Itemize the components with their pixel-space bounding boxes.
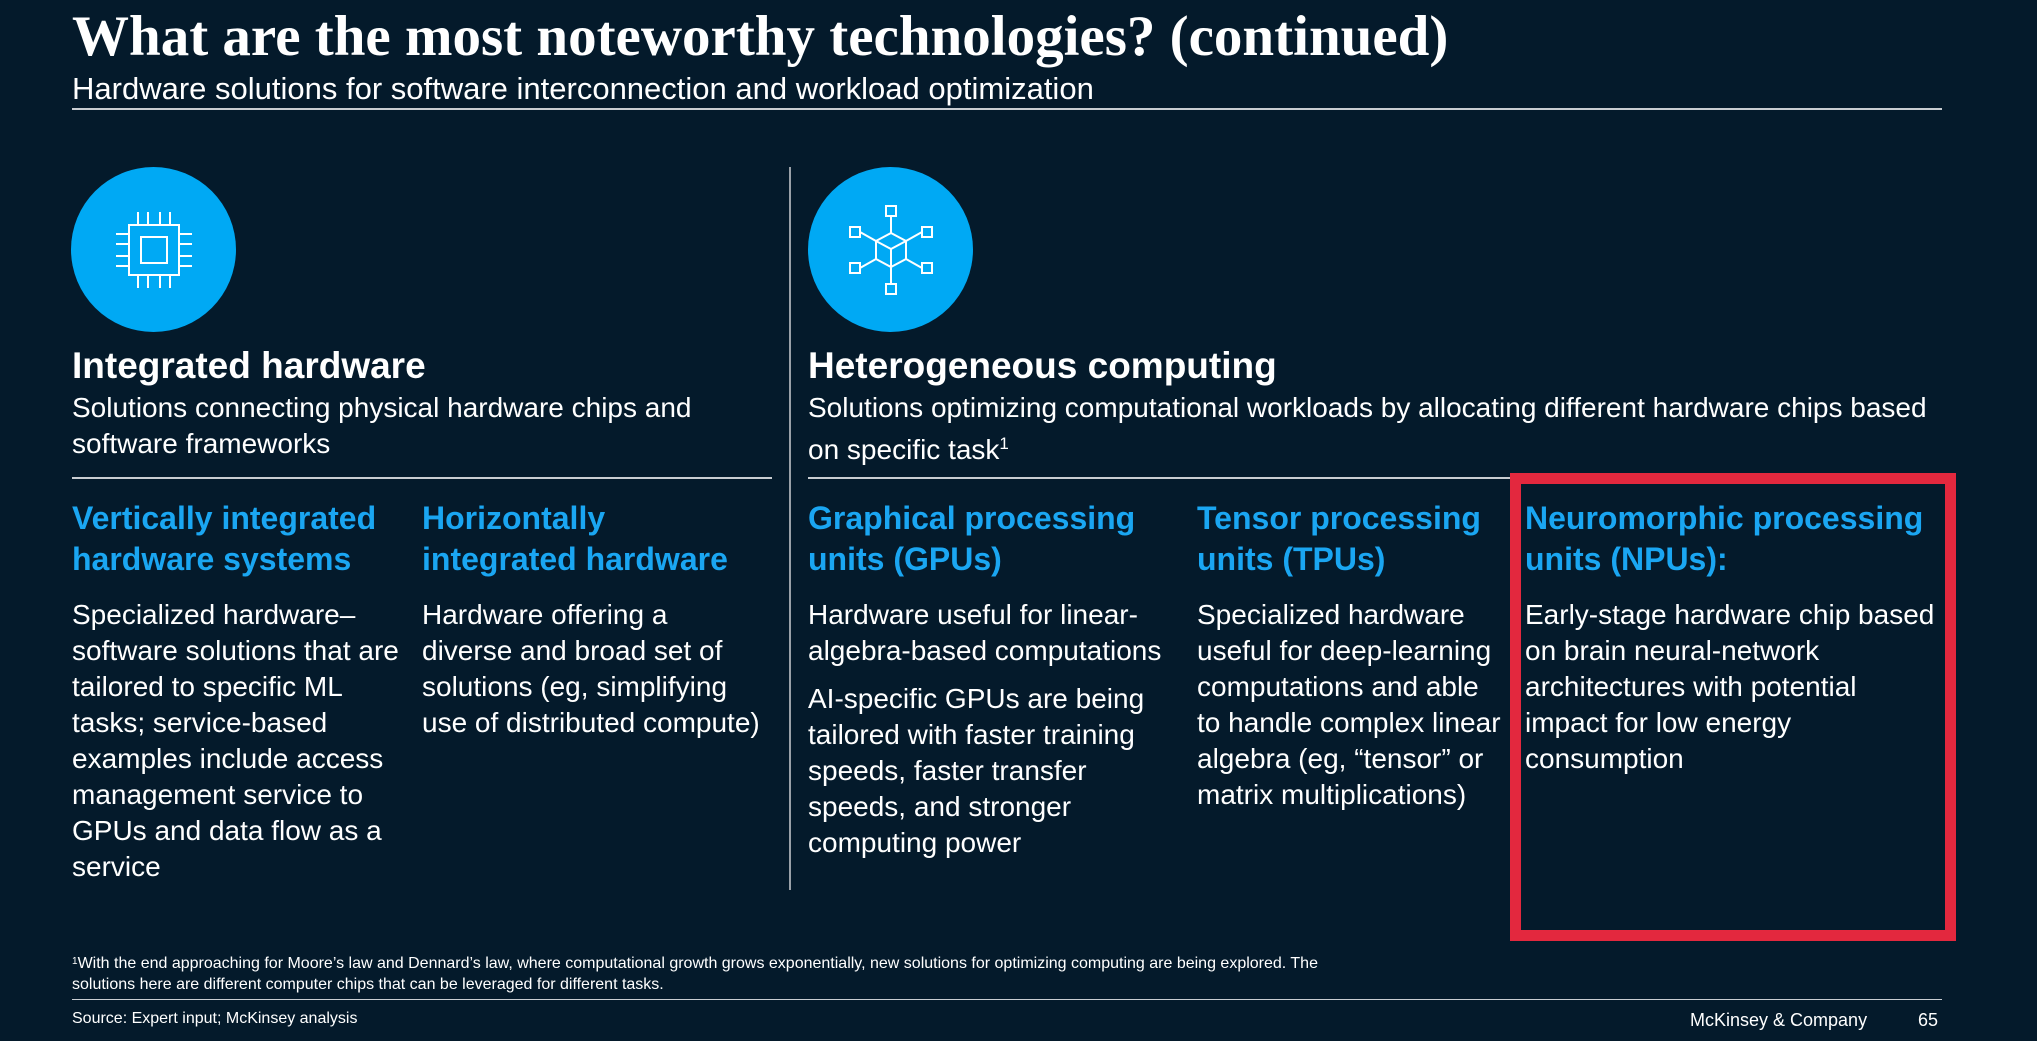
heterogeneous-computing-icon-circle [808, 167, 973, 332]
header-divider [72, 108, 1942, 110]
integrated-hardware-divider [72, 477, 772, 479]
page-title: What are the most noteworthy technologie… [72, 5, 1449, 68]
integrated-hardware-title: Integrated hardware [72, 345, 426, 386]
section-vertical-divider [789, 167, 791, 890]
npu-heading: Neuromorphic processing units (NPUs): [1525, 500, 1924, 577]
heterogeneous-computing-divider [808, 477, 1942, 479]
network-cube-icon [848, 204, 933, 295]
footnote: 1With the end approaching for Moore’s la… [72, 951, 1362, 995]
vertically-integrated-heading: Vertically integrated hardware systems [72, 500, 377, 577]
vertically-integrated-text: Specialized hardware–software solutions … [72, 599, 399, 882]
heterogeneous-computing-title: Heterogeneous computing [808, 345, 1277, 386]
footer-divider [72, 999, 1942, 1000]
horizontally-integrated-body: Hardware offering a diverse and broad se… [422, 597, 762, 741]
gpu-heading: Graphical processing units (GPUs) [808, 500, 1136, 577]
page-subtitle: Hardware solutions for software intercon… [72, 71, 1094, 106]
npu-text: Early-stage hardware chip based on brain… [1525, 599, 1935, 774]
npu-highlight-box [1510, 473, 1956, 941]
footnote-mark: 1 [72, 956, 78, 967]
horizontally-integrated-text: Hardware offering a diverse and broad se… [422, 599, 760, 738]
source-note: Source: Expert input; McKinsey analysis [72, 1010, 358, 1027]
gpu-text-2: AI-specific GPUs are being tailored with… [808, 683, 1145, 858]
gpu-text-1: Hardware useful for linear-algebra-based… [808, 599, 1162, 666]
heterogeneous-computing-description: Solutions optimizing computational workl… [808, 390, 1938, 468]
footnote-text: With the end approaching for Moore’s law… [72, 955, 1318, 993]
integrated-hardware-icon-circle [71, 167, 236, 332]
vertically-integrated-body: Specialized hardware–software solutions … [72, 597, 402, 885]
page-number: 65 [1918, 1010, 1939, 1030]
cpu-chip-icon [115, 211, 192, 288]
tpu-text: Specialized hardware useful for deep-lea… [1197, 599, 1501, 810]
npu-body: Early-stage hardware chip based on brain… [1525, 597, 1935, 777]
tpu-heading: Tensor processing units (TPUs) [1197, 500, 1481, 577]
tpu-body: Specialized hardware useful for deep-lea… [1197, 597, 1507, 813]
heterogeneous-description-text: Solutions optimizing computational workl… [808, 392, 1927, 465]
brand-name: McKinsey & Company [1690, 1010, 1868, 1030]
footnote-reference: 1 [999, 434, 1009, 453]
gpu-body: Hardware useful for linear-algebra-based… [808, 597, 1178, 861]
horizontally-integrated-heading: Horizontally integrated hardware [422, 500, 728, 577]
integrated-hardware-description: Solutions connecting physical hardware c… [72, 392, 692, 459]
